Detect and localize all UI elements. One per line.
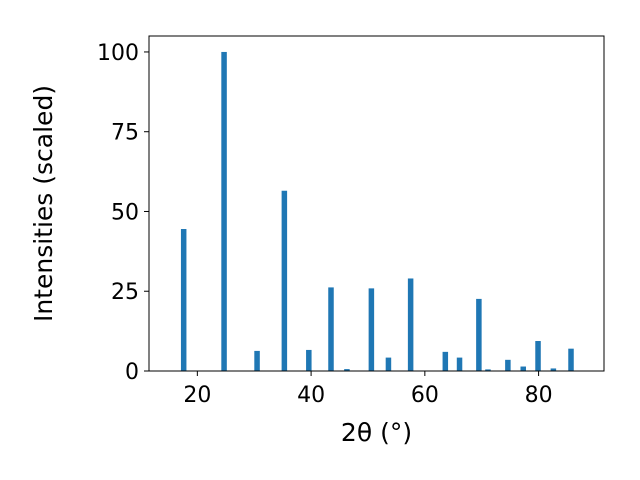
x-axis-label: 2θ (°) [341, 418, 412, 447]
x-tick-label: 60 [411, 383, 439, 408]
bar [456, 357, 463, 371]
bar [344, 369, 350, 371]
bar [442, 351, 449, 371]
bar [368, 288, 375, 371]
y-tick-label: 50 [111, 200, 139, 225]
bar [254, 350, 260, 371]
bar [328, 287, 334, 371]
y-tick-label: 100 [97, 41, 139, 66]
bar [535, 341, 541, 371]
x-tick-label: 20 [183, 383, 211, 408]
bar [407, 278, 414, 371]
y-tick-label: 25 [111, 280, 139, 305]
bar [550, 368, 557, 371]
plot-frame [148, 35, 605, 372]
y-axis-label: Intensities (scaled) [29, 85, 58, 322]
bar [385, 357, 392, 371]
bar [306, 349, 312, 371]
y-tick-label: 75 [111, 121, 139, 146]
bar [221, 51, 227, 371]
bars-group [180, 51, 574, 371]
x-tick-label: 40 [297, 383, 325, 408]
bar [281, 190, 288, 371]
bar [476, 298, 482, 371]
bar [520, 366, 526, 371]
x-tick-label: 80 [525, 383, 553, 408]
y-tick-label: 0 [125, 360, 139, 385]
bar [485, 369, 491, 371]
bar [505, 359, 511, 371]
x-axis-ticks: 20 40 60 80 [183, 371, 553, 408]
bar [568, 348, 574, 371]
bar [180, 229, 187, 371]
y-axis-ticks: 0 25 50 75 100 [97, 41, 149, 385]
